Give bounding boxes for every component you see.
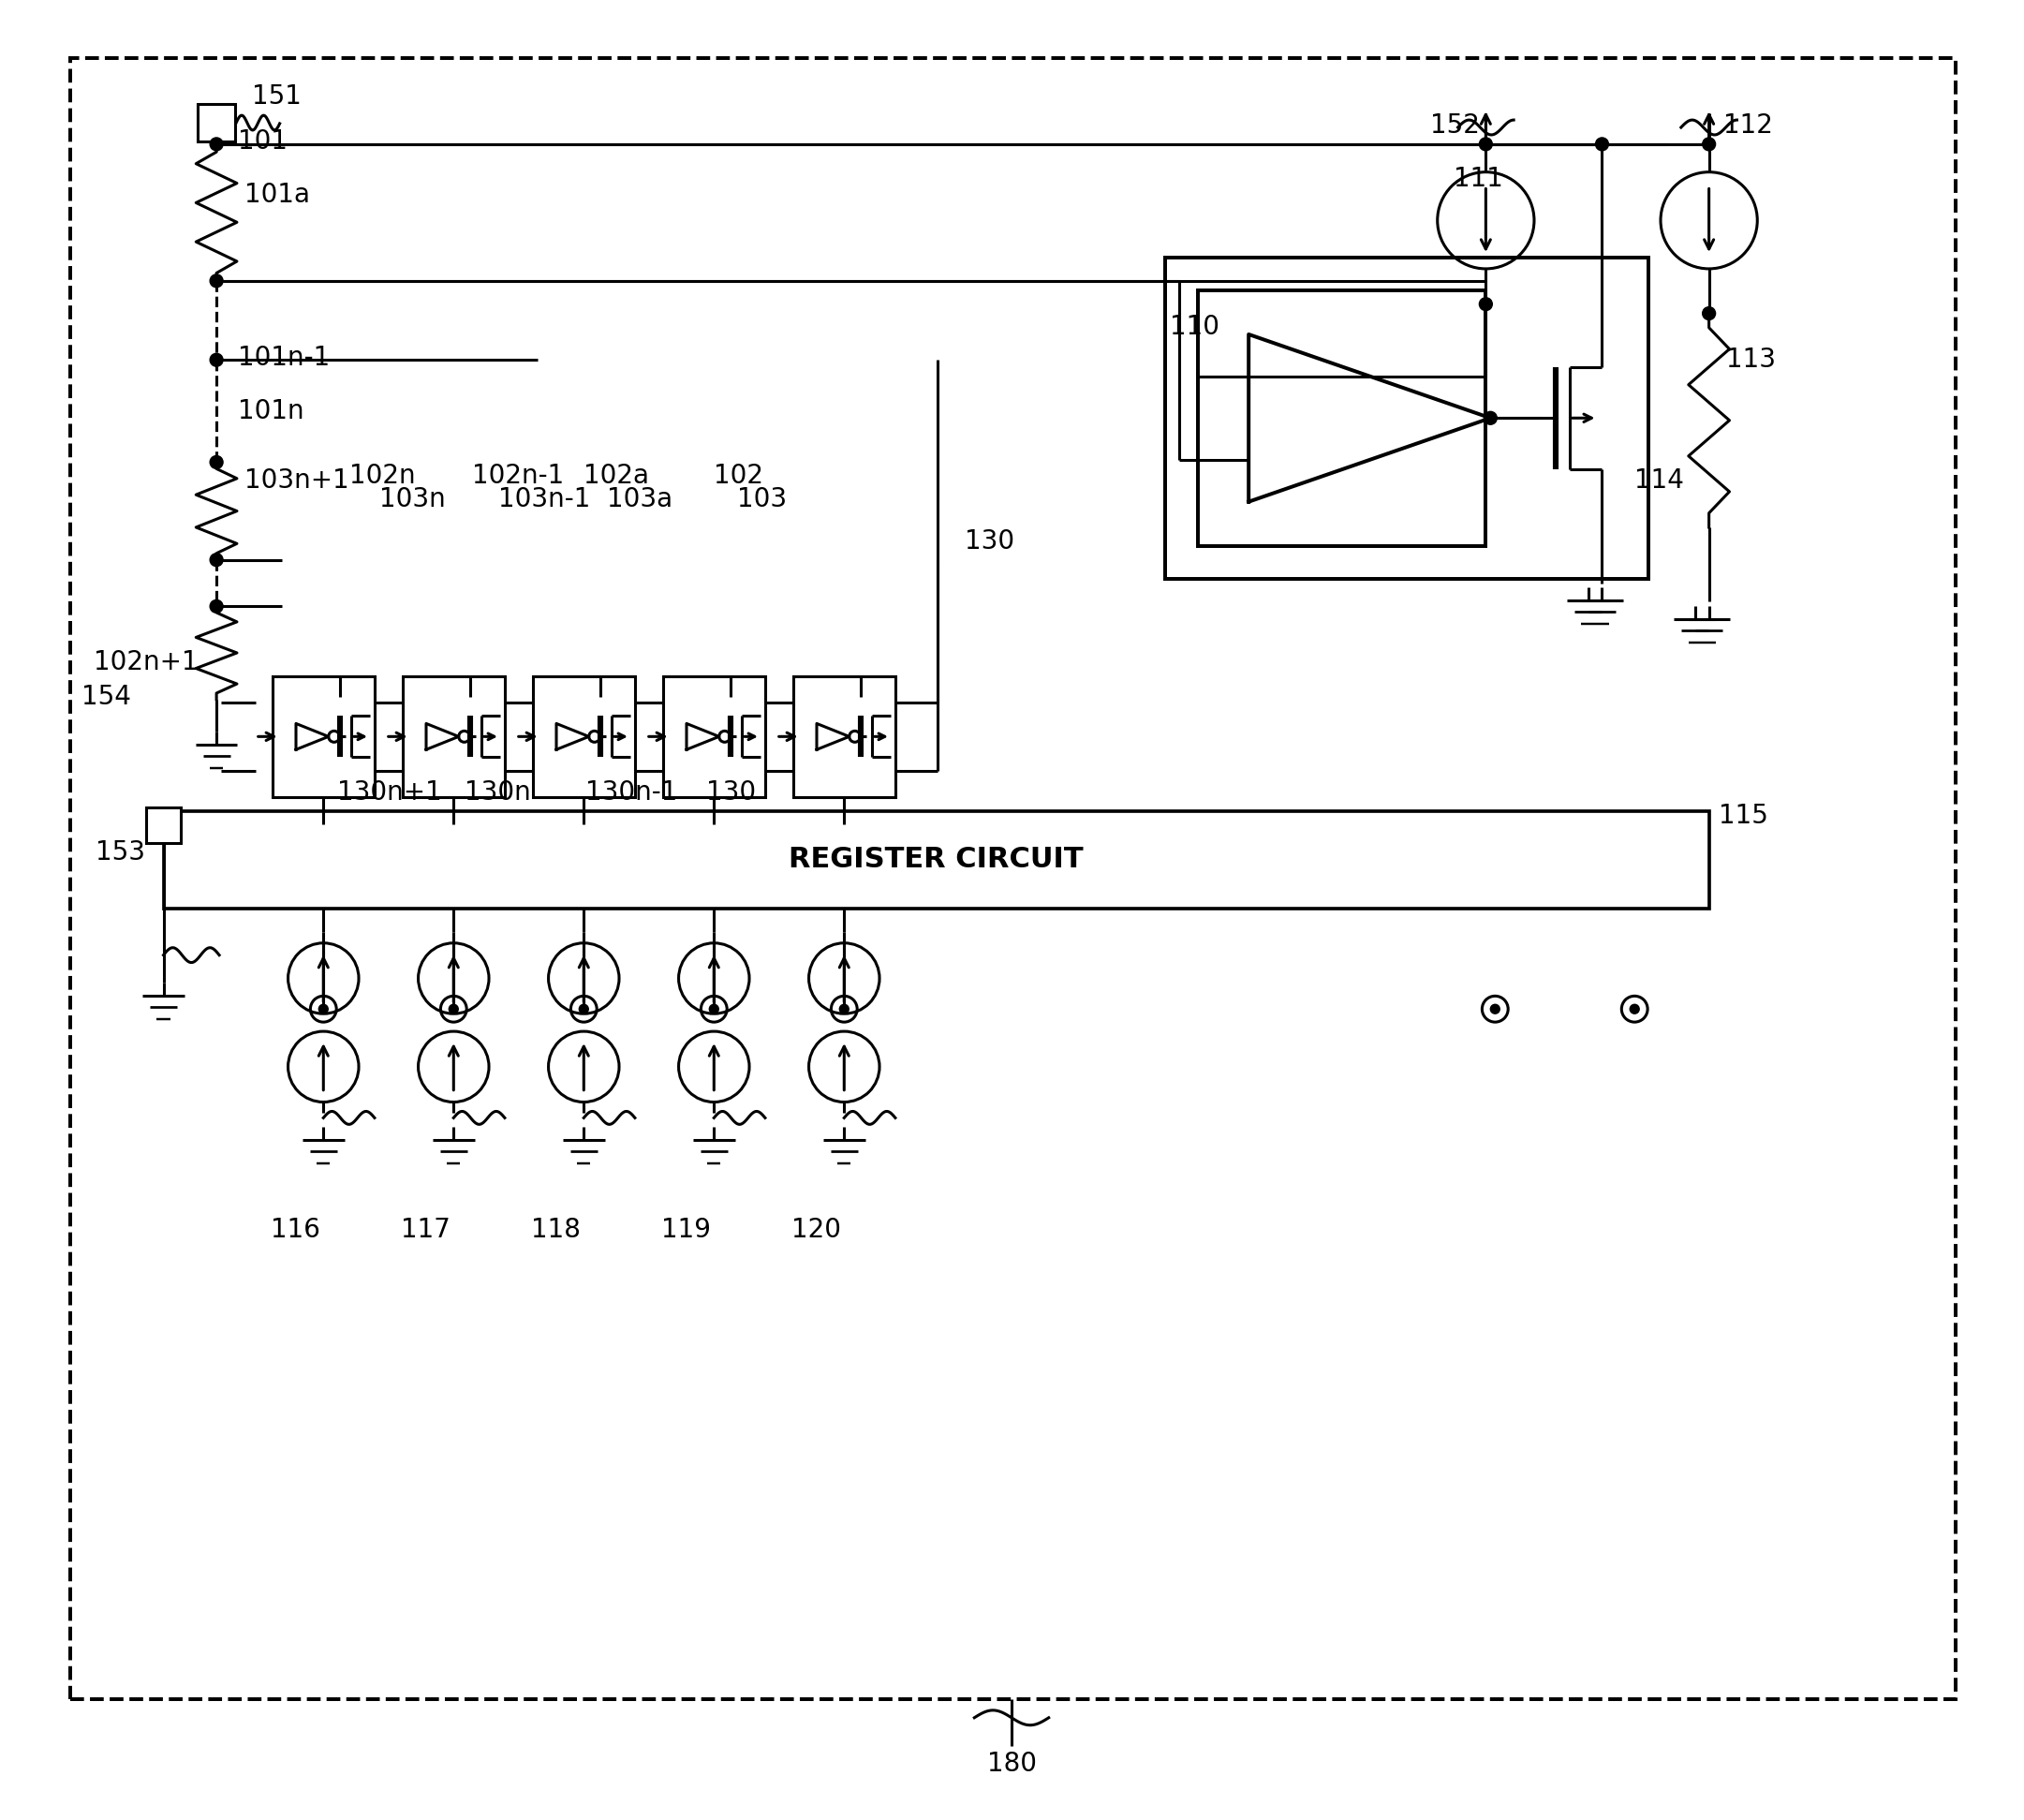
Circle shape (318, 1005, 328, 1014)
Circle shape (1480, 298, 1492, 311)
Text: 130n-1: 130n-1 (585, 779, 678, 806)
Text: 130: 130 (706, 779, 757, 806)
Text: REGISTER CIRCUIT: REGISTER CIRCUIT (789, 846, 1083, 874)
Text: 120: 120 (791, 1216, 842, 1243)
Circle shape (449, 1005, 457, 1014)
Circle shape (1480, 138, 1492, 151)
Circle shape (210, 601, 223, 613)
Text: 114: 114 (1635, 468, 1684, 493)
Text: 151: 151 (251, 84, 302, 109)
Text: 102: 102 (714, 462, 763, 490)
Text: 102n+1: 102n+1 (93, 650, 198, 675)
Bar (1166, 258, 1648, 579)
Text: 130n: 130n (466, 779, 530, 806)
Circle shape (1595, 138, 1609, 151)
Text: 154: 154 (81, 684, 132, 710)
Text: 103n+1: 103n+1 (245, 468, 348, 493)
Circle shape (1702, 308, 1716, 320)
Text: 102a: 102a (583, 462, 650, 490)
Text: 112: 112 (1722, 113, 1773, 138)
Text: 101n: 101n (239, 399, 304, 424)
Bar (146, 808, 180, 843)
Text: 180: 180 (988, 1751, 1036, 1778)
Text: 101a: 101a (245, 182, 310, 207)
Bar (273, 675, 374, 797)
Circle shape (1484, 411, 1498, 424)
Text: 103n: 103n (378, 486, 445, 513)
Circle shape (210, 553, 223, 566)
Circle shape (210, 275, 223, 288)
Text: 101n-1: 101n-1 (239, 346, 330, 371)
Circle shape (210, 353, 223, 366)
Text: 119: 119 (662, 1216, 710, 1243)
Text: 102n: 102n (350, 462, 415, 490)
Bar (662, 675, 765, 797)
Text: 111: 111 (1453, 166, 1502, 191)
Text: 110: 110 (1170, 315, 1218, 340)
Text: 130n+1: 130n+1 (338, 779, 441, 806)
Bar (1198, 289, 1486, 546)
Text: 117: 117 (401, 1216, 451, 1243)
Bar (403, 675, 504, 797)
Circle shape (210, 138, 223, 151)
Text: 103n-1: 103n-1 (498, 486, 591, 513)
Bar (198, 104, 235, 142)
Text: 153: 153 (95, 839, 146, 866)
Circle shape (1490, 1005, 1500, 1014)
Circle shape (210, 455, 223, 470)
Text: 103a: 103a (607, 486, 672, 513)
Circle shape (579, 1005, 589, 1014)
Text: 116: 116 (271, 1216, 320, 1243)
Text: 130: 130 (965, 528, 1014, 555)
Text: 101: 101 (239, 127, 287, 155)
Text: 103: 103 (737, 486, 787, 513)
Text: 113: 113 (1726, 348, 1775, 373)
Text: 152: 152 (1431, 113, 1480, 138)
Bar (532, 675, 636, 797)
Bar (164, 812, 1708, 908)
Circle shape (840, 1005, 848, 1014)
Text: 115: 115 (1718, 803, 1767, 828)
Text: 118: 118 (530, 1216, 581, 1243)
Text: 102n-1: 102n-1 (472, 462, 565, 490)
Circle shape (1702, 138, 1716, 151)
Bar (793, 675, 895, 797)
Circle shape (708, 1005, 719, 1014)
Circle shape (1629, 1005, 1639, 1014)
